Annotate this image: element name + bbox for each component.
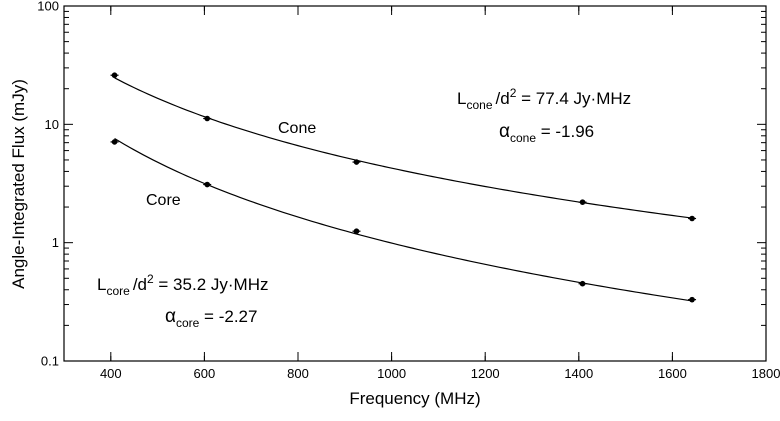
fit-curve-core <box>114 137 693 302</box>
cone-L-superscript: 2 <box>510 86 517 100</box>
core-L-superscript: 2 <box>147 272 154 286</box>
cone-alpha-annotation: αcone = -1.96 <box>499 121 594 145</box>
x-tick-label: 1400 <box>564 366 593 381</box>
plot-frame <box>63 5 767 362</box>
core-L-value: = 35.2 Jy·MHz <box>154 275 269 294</box>
cone-alpha-subscript: cone <box>510 131 536 145</box>
data-point-cone <box>353 159 360 165</box>
y-tick-label: 0.1 <box>41 354 59 369</box>
data-point-core <box>579 280 586 287</box>
data-points <box>110 72 697 303</box>
y-axis-tick-labels: 0.1 1 10 100 <box>37 0 59 369</box>
x-tick-label: 1600 <box>658 366 687 381</box>
x-tick-label: 1800 <box>752 366 780 381</box>
y-tick-label: 1 <box>52 235 59 250</box>
data-point-cone <box>579 199 586 205</box>
data-point-core <box>204 181 211 188</box>
x-tick-label: 400 <box>100 366 122 381</box>
x-tick-label: 600 <box>194 366 216 381</box>
cone-L-subscript: cone <box>466 98 492 112</box>
data-point-cone <box>204 115 211 122</box>
x-axis-ticks <box>110 6 767 361</box>
x-tick-label: 1200 <box>471 366 500 381</box>
cone-alpha-symbol: α <box>499 121 510 142</box>
series-label-core: Core <box>146 192 181 209</box>
cone-alpha-value: = -1.96 <box>536 122 594 141</box>
data-point-core <box>689 296 695 303</box>
cone-L-symbol: L <box>457 89 466 108</box>
data-point-core <box>111 139 118 145</box>
x-tick-label: 800 <box>287 366 309 381</box>
y-tick-label: 100 <box>37 0 59 14</box>
core-L-divisor: /d <box>133 275 147 294</box>
core-alpha-subscript: core <box>176 316 200 330</box>
cone-luminosity-annotation: Lcone/d2 = 77.4 Jy·MHz <box>457 86 631 112</box>
cone-L-divisor: /d <box>496 89 510 108</box>
cone-L-value: = 77.4 Jy·MHz <box>516 89 631 108</box>
core-alpha-annotation: αcore = -2.27 <box>165 306 257 330</box>
core-L-symbol: L <box>97 275 106 294</box>
core-luminosity-annotation: Lcore/d2 = 35.2 Jy·MHz <box>97 272 268 298</box>
data-point-cone <box>111 72 118 79</box>
core-alpha-symbol: α <box>165 306 176 327</box>
y-axis-ticks <box>64 5 766 362</box>
x-axis-title: Frequency (MHz) <box>349 389 480 408</box>
core-L-subscript: core <box>106 284 130 298</box>
x-tick-label: 1000 <box>377 366 406 381</box>
data-point-core <box>353 228 360 234</box>
y-tick-label: 10 <box>45 117 59 132</box>
fit-curves <box>114 77 693 302</box>
y-axis-title: Angle-Integrated Flux (mJy) <box>9 79 28 289</box>
core-alpha-value: = -2.27 <box>199 307 257 326</box>
data-point-cone <box>689 215 695 222</box>
x-axis-tick-labels: 400 600 800 1000 1200 1400 1600 1800 <box>100 366 780 381</box>
series-label-cone: Cone <box>278 120 316 137</box>
